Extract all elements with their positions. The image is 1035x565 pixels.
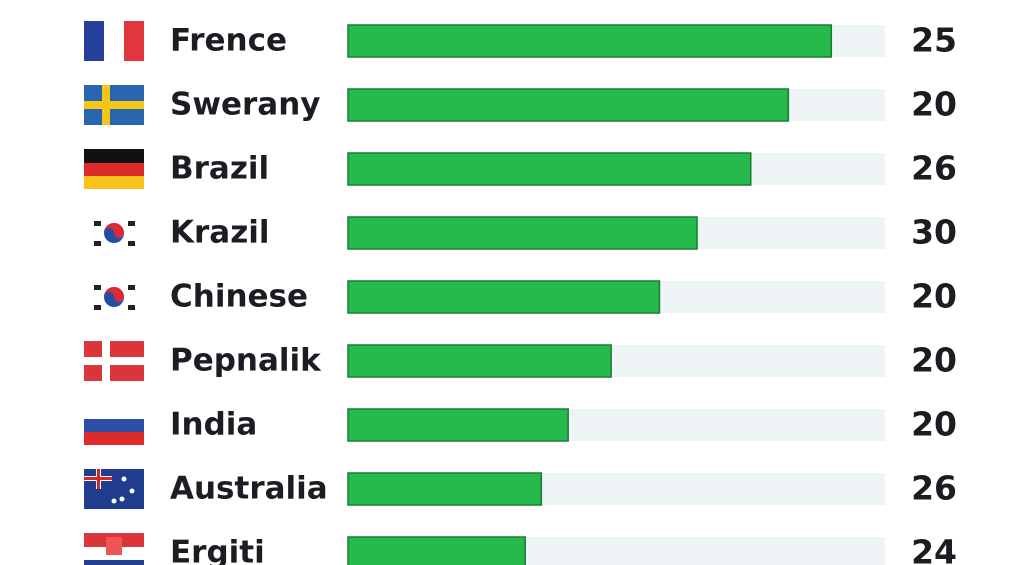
flag-part [97,469,100,489]
flag-part [84,101,144,109]
bar [347,24,833,58]
flag-part [84,405,144,419]
score: 26 [911,149,957,188]
flag-part [94,221,101,226]
country-name: India [170,407,257,443]
flag-part [94,305,101,310]
flag-part [121,476,127,482]
country-name: Ergiti [170,535,265,565]
score: 20 [911,341,957,380]
bar [347,472,543,506]
country-name: Brazil [170,151,269,187]
bar [347,344,612,378]
country-name: Swerany [170,87,320,123]
flag [84,149,144,189]
flag-part [94,285,101,290]
flag [84,469,144,509]
country-name: Krazil [170,215,270,251]
flag-part [104,223,124,238]
score: 20 [911,277,957,316]
flag-part [128,285,135,290]
flag-part [129,488,135,494]
flag-part [111,498,117,504]
score: 20 [911,85,957,124]
flag-part [84,163,144,176]
flag-part [84,419,144,432]
country-name: Chinese [170,279,308,315]
score: 20 [911,405,957,444]
bar [347,216,698,250]
flag [84,405,144,445]
flag [84,533,144,565]
flag-part [84,149,144,163]
flag-part [106,537,122,555]
bar [347,280,661,314]
flag [84,341,144,381]
flag-part [119,496,125,502]
flag [84,277,144,317]
flag-part [128,221,135,226]
flag-part [84,21,104,61]
flag-part [84,176,144,189]
country-name: Frence [170,23,287,59]
bar [347,152,752,186]
flag [84,21,144,61]
flag-part [84,357,144,365]
score: 25 [911,21,957,60]
flag-part [84,432,144,445]
bar [347,408,569,442]
flag-part [124,21,144,61]
bar [347,88,790,122]
flag [84,213,144,253]
flag-part [128,241,135,246]
flag-part [104,287,124,302]
country-name: Australia [170,471,328,507]
country-name: Pepnalik [170,343,322,379]
score: 26 [911,469,957,508]
flag-part [104,21,124,61]
score: 24 [911,533,957,565]
bar [347,536,526,565]
flag-part [128,305,135,310]
score: 30 [911,213,957,252]
flag-part [84,560,144,565]
flag-part [94,241,101,246]
flag [84,85,144,125]
